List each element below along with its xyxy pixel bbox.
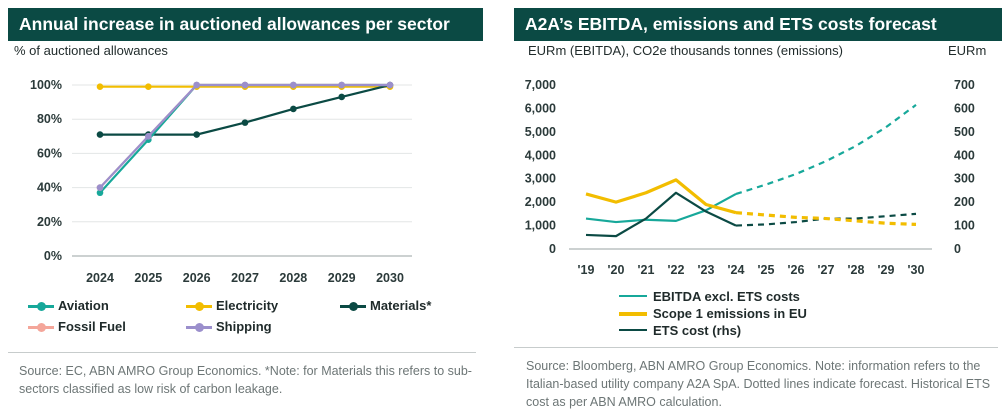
source-note: Source: EC, ABN AMRO Group Economics. *N…: [8, 352, 476, 398]
data-point-materials: [338, 93, 345, 101]
y-tick-label-left: 4,000: [525, 148, 556, 162]
legend-label: Aviation: [58, 298, 109, 313]
data-point-shipping: [338, 81, 345, 89]
y-axis-left-unit-label: EURm (EBITDA), CO2e thousands tonnes (em…: [528, 43, 843, 58]
legend-label: Scope 1 emissions in EU: [653, 306, 807, 321]
chart-title: Annual increase in auctioned allowances …: [8, 8, 483, 41]
data-point-shipping: [193, 81, 200, 89]
data-point-materials: [193, 131, 200, 138]
x-tick-label: 2026: [183, 271, 211, 285]
legend-swatch: [28, 323, 54, 332]
chart-panel-auctioned-allowances: Annual increase in auctioned allowances …: [0, 0, 483, 414]
y-tick-label-left: 1,000: [525, 219, 556, 233]
legend-swatch: [619, 295, 647, 297]
x-tick-label: 2029: [328, 271, 356, 285]
legend-label: Electricity: [216, 298, 279, 313]
x-tick-label: '24: [728, 263, 745, 277]
series-line-materials: [100, 83, 391, 136]
chart-title: A2A’s EBITDA, emissions and ETS costs fo…: [514, 8, 1002, 41]
y-tick-label-left: 0: [549, 242, 556, 256]
series-forecast-line-scope-1-emissions-in-eu: [735, 211, 917, 226]
x-tick-label: '29: [878, 263, 895, 277]
y-tick-label: 40%: [37, 181, 62, 195]
legend-label: EBITDA excl. ETS costs: [653, 289, 800, 304]
y-tick-label-right: 700: [954, 78, 975, 92]
legend-label: Materials*: [370, 298, 432, 313]
y-tick-label: 100%: [30, 78, 62, 92]
x-tick-label: '23: [698, 263, 715, 277]
y-tick-label-right: 200: [954, 195, 975, 209]
y-tick-label-left: 2,000: [525, 195, 556, 209]
y-tick-label-right: 0: [954, 242, 961, 256]
y-tick-label: 0%: [44, 249, 62, 263]
y-tick-label: 80%: [37, 112, 62, 126]
y-tick-label-left: 7,000: [525, 78, 556, 92]
x-tick-label: '30: [908, 263, 925, 277]
series-line-scope-1-emissions-in-eu: [585, 178, 737, 215]
legend-label: Shipping: [216, 319, 272, 334]
y-axis-unit-label: % of auctioned allowances: [14, 43, 168, 58]
legend-swatch: [619, 312, 647, 316]
data-point-aviation: [96, 189, 104, 197]
x-tick-label: '27: [818, 263, 835, 277]
data-point-electricity: [96, 83, 104, 91]
y-tick-label-right: 300: [954, 172, 975, 186]
data-point-shipping: [241, 81, 249, 89]
legend-swatch: [619, 329, 647, 331]
x-tick-label: '19: [578, 263, 595, 277]
x-tick-label: 2028: [279, 271, 307, 285]
series-line-shipping: [99, 83, 390, 189]
source-note: Source: Bloomberg, ABN AMRO Group Econom…: [514, 347, 998, 411]
y-tick-label: 60%: [37, 146, 62, 160]
x-tick-label: '25: [758, 263, 775, 277]
x-tick-label: '22: [668, 263, 685, 277]
x-tick-label: 2025: [134, 271, 162, 285]
data-point-shipping: [96, 184, 104, 191]
data-point-shipping: [386, 81, 394, 89]
data-point-materials: [96, 131, 104, 138]
a2a-forecast-line-chart: 0 1,000 2,000 3,000 4,000 5,000 6,000 7,000 0 100…: [525, 78, 975, 277]
series-line-ets-cost-rhs: [585, 191, 737, 238]
x-tick-label: 2024: [86, 271, 114, 285]
legend-swatch: [186, 323, 212, 332]
x-tick-label: 2027: [231, 271, 259, 285]
chart-panel-a2a-forecast: A2A’s EBITDA, emissions and ETS costs fo…: [514, 0, 1002, 414]
y-tick-label-right: 100: [954, 219, 975, 233]
legend-label: Fossil Fuel: [58, 319, 126, 334]
series-line-fossil-fuel: [99, 83, 390, 189]
y-tick-label-left: 5,000: [525, 125, 556, 139]
x-tick-label: '26: [788, 263, 805, 277]
x-tick-label: '28: [848, 263, 865, 277]
y-tick-label-right: 400: [954, 148, 975, 162]
y-tick-label-left: 6,000: [525, 101, 556, 115]
allowances-line-chart: 0% 20% 40% 60% 80% 100% 2024 2025 2026 2027 2028 20…: [30, 78, 412, 285]
y-tick-label-right: 600: [954, 101, 975, 115]
data-point-materials: [290, 105, 297, 113]
x-tick-label: '21: [638, 263, 655, 277]
data-point-shipping: [145, 133, 152, 140]
legend-label: ETS cost (rhs): [653, 323, 742, 338]
legend-swatch: [340, 302, 366, 311]
series-line-ebitda-excl-ets-costs: [585, 192, 737, 224]
x-tick-label: '20: [608, 263, 625, 277]
y-axis-right-unit-label: EURm: [948, 43, 987, 58]
data-point-materials: [241, 119, 249, 126]
series-forecast-line-ebitda-excl-ets-costs: [735, 104, 917, 195]
legend-swatch: [186, 302, 212, 311]
legend-swatch: [28, 302, 54, 311]
x-tick-label: 2030: [376, 271, 404, 285]
y-tick-label: 20%: [37, 215, 62, 229]
data-point-electricity: [145, 83, 152, 91]
y-tick-label-left: 3,000: [525, 172, 556, 186]
series-line-aviation: [99, 83, 390, 194]
data-point-shipping: [290, 81, 297, 89]
y-tick-label-right: 500: [954, 125, 975, 139]
